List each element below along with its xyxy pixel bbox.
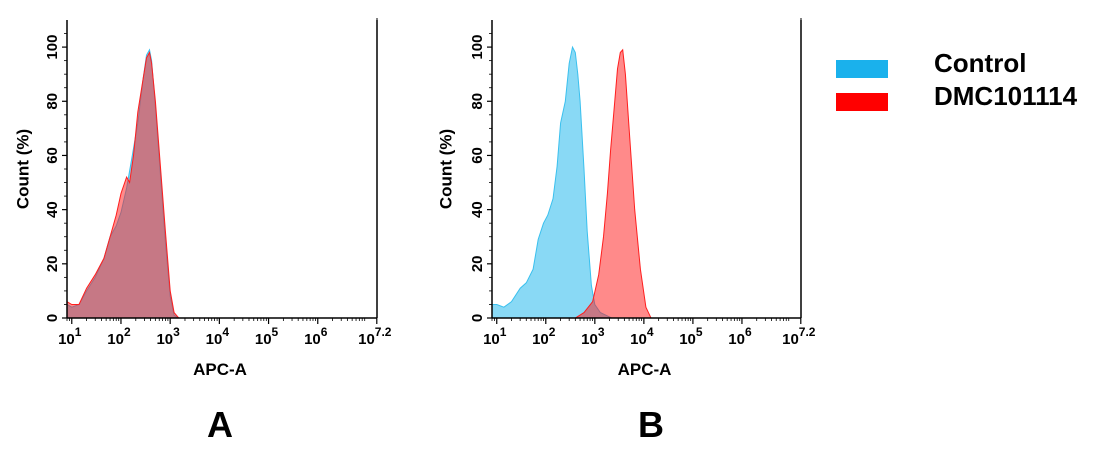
x-axis-label: APC-A bbox=[193, 360, 247, 379]
y-tick-label: 80 bbox=[469, 93, 486, 110]
y-tick-label: 20 bbox=[44, 255, 61, 272]
y-tick-label: 100 bbox=[44, 35, 61, 60]
histogram-dmc101114 bbox=[67, 51, 180, 318]
axes: 0 20 40 60 80 100 101 102 103 104 105 106 107.2 bbox=[44, 18, 392, 348]
axes: 0 20 40 60 80 100 101 102 103 104 105 106 107.2 bbox=[469, 18, 816, 348]
histogram-panel-b: 0 20 40 60 80 100 101 102 103 104 105 106 107.2 APC-A… bbox=[436, 18, 816, 379]
legend-swatch-control bbox=[836, 60, 888, 78]
x-tick-label: 104 bbox=[206, 325, 230, 348]
y-axis-label: Count (%) bbox=[436, 129, 455, 209]
y-tick-label: 60 bbox=[469, 147, 486, 164]
x-tick-label: 106 bbox=[728, 325, 752, 348]
y-tick-label: 20 bbox=[469, 255, 486, 272]
y-tick-label: 0 bbox=[469, 314, 486, 322]
histogram-control bbox=[492, 45, 612, 318]
legend-label-control: Control bbox=[934, 48, 1027, 78]
x-axis-label: APC-A bbox=[618, 360, 672, 379]
histogram-dmc101114 bbox=[574, 48, 652, 318]
histogram-panel-a: 0 20 40 60 80 100 101 102 103 104 105 106 107.2 APC-A… bbox=[13, 18, 392, 379]
x-tick-label: 103 bbox=[156, 325, 180, 348]
legend-label-dmc101114: DMC101114 bbox=[934, 81, 1078, 111]
y-tick-label: 60 bbox=[44, 147, 61, 164]
y-axis-label: Count (%) bbox=[13, 129, 32, 209]
x-tick-label: 107.2 bbox=[782, 325, 816, 348]
x-tick-label: 106 bbox=[304, 325, 328, 348]
y-tick-label: 0 bbox=[44, 314, 61, 322]
x-tick-label: 107.2 bbox=[358, 325, 392, 348]
y-tick-label: 40 bbox=[469, 201, 486, 218]
x-tick-label: 102 bbox=[107, 325, 131, 348]
x-tick-label: 102 bbox=[532, 325, 556, 348]
legend-swatch-dmc101114 bbox=[836, 93, 888, 111]
x-tick-label: 105 bbox=[679, 325, 703, 348]
x-tick-label: 104 bbox=[630, 325, 654, 348]
y-tick-label: 80 bbox=[44, 93, 61, 110]
plot-area bbox=[492, 45, 652, 318]
x-tick-label: 105 bbox=[255, 325, 279, 348]
plot-area bbox=[67, 48, 180, 318]
x-tick-label: 101 bbox=[483, 325, 507, 348]
panel-label-a: A bbox=[207, 404, 233, 445]
x-tick-label: 101 bbox=[58, 325, 82, 348]
y-tick-label: 40 bbox=[44, 201, 61, 218]
panel-label-b: B bbox=[638, 404, 664, 445]
y-tick-label: 100 bbox=[469, 35, 486, 60]
x-tick-label: 103 bbox=[581, 325, 605, 348]
